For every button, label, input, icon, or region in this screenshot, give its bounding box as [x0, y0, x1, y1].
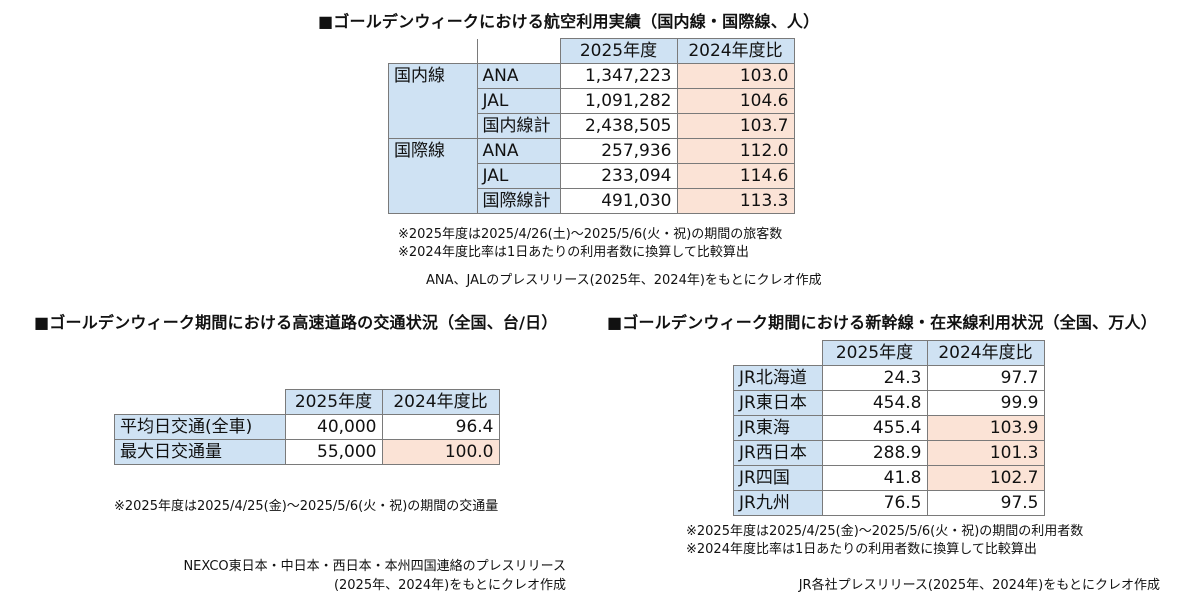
rail-col-2025: 2025年度 [821, 340, 928, 366]
air-row-label: 国内線計 [476, 113, 561, 139]
air-row-value: 2,438,505 [559, 113, 678, 139]
air-row-ratio: 103.0 [676, 63, 795, 89]
highway-col-ratio: 2024年度比 [381, 389, 500, 415]
rail-note-2: ※2024年度比率は1日あたりの利用者数に換算して比較算出 [686, 542, 1037, 557]
air-source: ANA、JALのプレスリリース(2025年、2024年)をもとにクレオ作成 [426, 273, 822, 288]
rail-source: JR各社プレスリリース(2025年、2024年)をもとにクレオ作成 [798, 578, 1160, 593]
highway-source-2: (2025年、2024年)をもとにクレオ作成 [333, 578, 566, 593]
rail-row-label: JR北海道 [733, 365, 823, 391]
rail-row-value: 41.8 [821, 465, 928, 491]
air-row-value: 233,094 [559, 163, 678, 189]
highway-note-1: ※2025年度は2025/4/25(金)～2025/5/6(火・祝)の期間の交通… [114, 499, 499, 514]
air-table: 2025年度 2024年度比 国内線 ANA 1,347,223 103.0 J… [388, 38, 795, 214]
rail-row-label: JR九州 [733, 490, 823, 516]
rail-row-value: 454.8 [821, 390, 928, 416]
air-row-label: JAL [476, 88, 561, 114]
rail-row-ratio: 99.9 [926, 390, 1045, 416]
highway-row-ratio: 96.4 [381, 414, 500, 440]
air-group-domestic: 国内線 [388, 63, 478, 139]
air-row-label: ANA [476, 138, 561, 164]
highway-col-2025: 2025年度 [284, 389, 383, 415]
highway-row-value: 55,000 [284, 439, 383, 465]
highway-table: 2025年度 2024年度比 平均日交通(全車) 40,000 96.4 最大日… [114, 389, 500, 465]
rail-row-ratio: 97.5 [926, 490, 1045, 516]
rail-row-ratio: 103.9 [926, 415, 1045, 441]
air-blank-cell [477, 38, 561, 64]
air-col-2025: 2025年度 [559, 38, 678, 64]
rail-row-label: JR西日本 [733, 440, 823, 466]
air-row-ratio: 113.3 [676, 188, 795, 214]
air-title: ■ゴールデンウィークにおける航空利用実績（国内線・国際線、人） [318, 12, 820, 31]
rail-row-label: JR東日本 [733, 390, 823, 416]
air-col-ratio: 2024年度比 [676, 38, 795, 64]
highway-row-value: 40,000 [284, 414, 383, 440]
rail-row-ratio: 102.7 [926, 465, 1045, 491]
air-group-international: 国際線 [388, 138, 478, 214]
rail-blank-cell [733, 340, 823, 366]
rail-row-value: 455.4 [821, 415, 928, 441]
highway-source-1: NEXCO東日本・中日本・西日本・本州四国連絡のプレスリリース [183, 559, 566, 574]
air-row-ratio: 104.6 [676, 88, 795, 114]
air-row-value: 1,347,223 [559, 63, 678, 89]
rail-note-1: ※2025年度は2025/4/25(金)～2025/5/6(火・祝)の期間の利用… [686, 524, 1084, 539]
air-note-1: ※2025年度は2025/4/26(土)～2025/5/6(火・祝)の期間の旅客… [398, 227, 783, 242]
highway-blank-cell [114, 389, 286, 415]
highway-row-label: 平均日交通(全車) [114, 414, 286, 440]
rail-row-label: JR東海 [733, 415, 823, 441]
air-row-ratio: 114.6 [676, 163, 795, 189]
rail-col-ratio: 2024年度比 [926, 340, 1045, 366]
air-row-value: 257,936 [559, 138, 678, 164]
highway-row-label: 最大日交通量 [114, 439, 286, 465]
air-row-ratio: 112.0 [676, 138, 795, 164]
rail-row-ratio: 101.3 [926, 440, 1045, 466]
highway-row-ratio: 100.0 [381, 439, 500, 465]
rail-row-label: JR四国 [733, 465, 823, 491]
air-row-value: 1,091,282 [559, 88, 678, 114]
air-note-2: ※2024年度比率は1日あたりの利用者数に換算して比較算出 [398, 245, 749, 260]
air-row-label: ANA [476, 63, 561, 89]
rail-row-value: 76.5 [821, 490, 928, 516]
highway-title: ■ゴールデンウィーク期間における高速道路の交通状況（全国、台/日） [34, 313, 558, 332]
air-row-label: 国際線計 [476, 188, 561, 214]
rail-row-ratio: 97.7 [926, 365, 1045, 391]
rail-row-value: 288.9 [821, 440, 928, 466]
air-row-ratio: 103.7 [676, 113, 795, 139]
rail-title: ■ゴールデンウィーク期間における新幹線・在来線利用状況（全国、万人） [607, 313, 1157, 332]
rail-row-value: 24.3 [821, 365, 928, 391]
air-row-value: 491,030 [559, 188, 678, 214]
rail-table: 2025年度 2024年度比 JR北海道 24.3 97.7 JR東日本 454… [733, 340, 1045, 516]
air-row-label: JAL [476, 163, 561, 189]
air-blank-cell [388, 38, 478, 64]
